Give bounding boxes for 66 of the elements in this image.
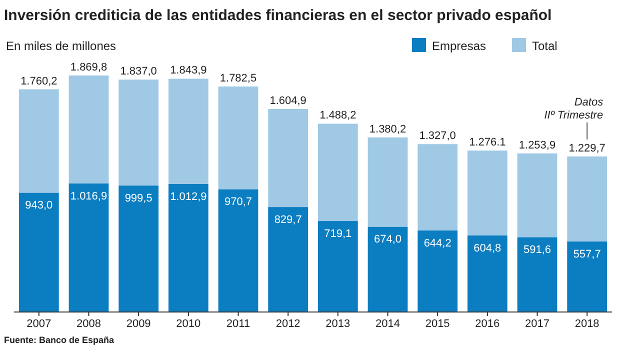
bar: [18, 89, 59, 193]
x-tick-label: 2014: [376, 318, 400, 330]
bar: [268, 207, 308, 312]
total-label: 1.380,2: [369, 123, 406, 136]
total-label: 1.604,9: [270, 94, 306, 107]
x-tick-label: 2015: [425, 318, 450, 330]
total-label: 1.843,9: [170, 64, 207, 77]
bar: [168, 78, 208, 184]
data-label: 999,5: [124, 192, 152, 205]
x-tick-label: 2012: [276, 318, 300, 330]
bar: [517, 237, 558, 312]
bar: [517, 153, 558, 238]
legend-label: Total: [532, 39, 558, 53]
total-label: 1.276.1: [469, 136, 506, 149]
bar: [68, 183, 109, 312]
bar: [68, 75, 109, 184]
data-label: 674,0: [374, 234, 402, 246]
bar: [268, 108, 308, 208]
x-tick-label: 2011: [226, 318, 250, 330]
bar: [318, 124, 358, 222]
bar: [467, 235, 508, 312]
bar: [368, 137, 408, 227]
data-label: 1.012,9: [170, 190, 207, 203]
bar: [567, 241, 608, 312]
data-label: 970,7: [224, 196, 252, 208]
data-label: 943,0: [25, 200, 53, 212]
bar: [218, 86, 258, 190]
source-note: Fuente: Banco de España: [4, 335, 116, 345]
bar: [418, 230, 458, 312]
data-label: 719,1: [324, 228, 352, 240]
bar: [218, 189, 258, 312]
text: En miles de millones: [6, 39, 116, 53]
bar: [368, 226, 408, 312]
total-label: 1.327,0: [419, 130, 456, 142]
x-tick-label: 2017: [525, 318, 550, 330]
annotation: Datos IIº Trimestre: [544, 96, 604, 122]
x-tick-label: 2008: [76, 318, 101, 330]
x-tick-label: 2007: [26, 318, 52, 330]
x-tick-label: 2009: [126, 318, 151, 330]
bar: [318, 221, 358, 312]
data-label: 1.016,9: [70, 190, 108, 202]
bar: [567, 156, 608, 242]
data-label: 591,6: [523, 244, 552, 256]
bar: [168, 184, 208, 312]
bar: [467, 150, 508, 236]
total-label: 1.869,8: [70, 61, 108, 74]
x-tick-label: 2018: [574, 318, 600, 330]
chart-title: Inversión crediticia de las entidades financieras en el sector privado español: [4, 7, 552, 24]
bar: [418, 144, 458, 231]
data-label: 604,8: [474, 242, 502, 254]
total-label: 1.837,0: [120, 66, 157, 78]
legend-label: Empresas: [432, 39, 486, 53]
x-tick-label: 2010: [176, 318, 201, 330]
total-label: 1.229,7: [568, 142, 606, 154]
total-label: 1.760,2: [20, 75, 58, 88]
data-label: 557,7: [573, 248, 601, 260]
bar: [118, 80, 159, 186]
data-label: 829,7: [274, 214, 302, 226]
data-label: 644,2: [424, 238, 452, 250]
total-label: 1.253,9: [518, 139, 556, 152]
total-label: 1.782,5: [220, 72, 257, 85]
x-tick-label: 2013: [326, 318, 350, 330]
x-tick-label: 2016: [475, 318, 500, 330]
bar: [18, 192, 59, 312]
bar: [118, 186, 159, 312]
total-label: 1.488,2: [320, 110, 356, 122]
